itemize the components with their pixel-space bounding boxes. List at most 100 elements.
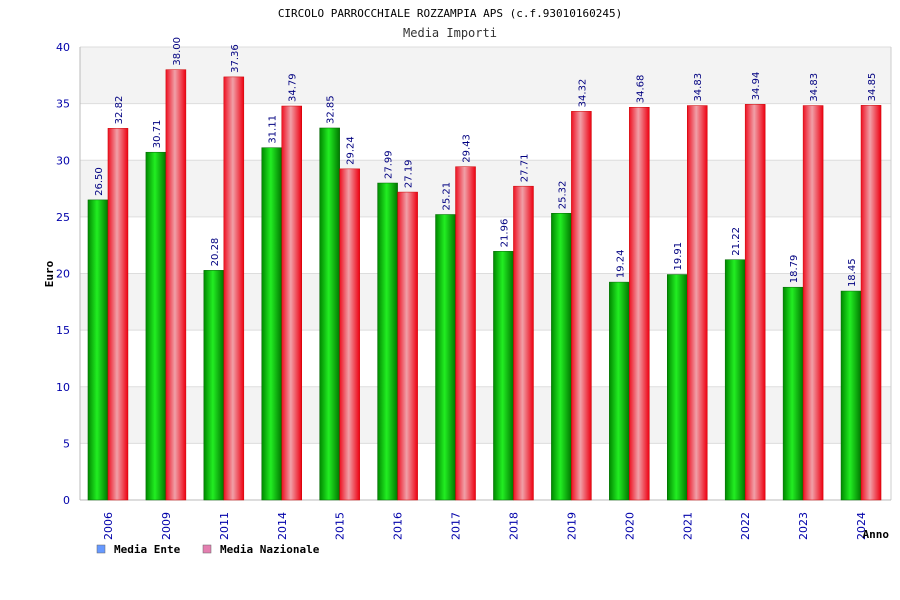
y-tick-label: 15 — [56, 324, 70, 337]
plot-band — [80, 273, 891, 331]
bar-value-label: 21.22 — [731, 227, 742, 256]
bar-value-label: 29.24 — [346, 136, 357, 165]
bar-media-nazionale — [629, 106, 650, 501]
legend-swatch — [202, 544, 212, 554]
y-tick-label: 40 — [56, 41, 70, 54]
plot-band — [80, 330, 891, 387]
y-tick-label: 5 — [63, 437, 70, 450]
legend: Media Ente Media Nazionale — [96, 543, 320, 556]
bar-value-label: 18.79 — [789, 255, 800, 284]
x-tick-label: 2011 — [218, 512, 231, 540]
bar-value-label: 30.71 — [152, 120, 163, 149]
bar-value-label: 29.43 — [462, 134, 473, 163]
bar-media-ente — [667, 274, 688, 501]
bar-value-label: 34.83 — [693, 73, 704, 102]
x-axis-title: Anno — [863, 528, 890, 541]
bar-value-label: 34.32 — [577, 79, 588, 108]
bar-value-label: 38.00 — [172, 37, 183, 66]
chart-title: CIRCOLO PARROCCHIALE ROZZAMPIA APS (c.f.… — [278, 7, 622, 20]
bar-value-label: 27.99 — [384, 150, 395, 179]
x-tick-label: 2024 — [855, 512, 868, 540]
y-tick-label: 20 — [56, 268, 70, 281]
bar-value-label: 32.85 — [326, 95, 337, 124]
x-tick-label: 2017 — [450, 512, 463, 540]
bar-media-nazionale — [397, 191, 418, 501]
bar-media-nazionale — [744, 104, 766, 501]
bar-media-nazionale — [860, 105, 882, 501]
bar-media-ente — [609, 281, 630, 501]
bar-value-label: 37.36 — [230, 44, 241, 73]
plot-band — [80, 47, 891, 104]
bar-media-ente — [319, 127, 340, 501]
y-axis-ticks: 0 5 10 15 20 25 30 35 40 — [56, 41, 70, 507]
bar-media-nazionale — [687, 105, 708, 501]
y-tick-label: 30 — [56, 154, 70, 167]
bar-value-label: 25.21 — [442, 182, 453, 211]
bar-media-nazionale — [165, 69, 187, 501]
x-tick-label: 2009 — [160, 512, 173, 540]
plot-band — [80, 103, 891, 161]
bar-value-label: 34.85 — [867, 73, 878, 102]
x-axis-ticks: 2006 2009 2011 2014 2015 2016 2017 2018 2019 2020… — [102, 512, 868, 540]
y-tick-label: 10 — [56, 381, 70, 394]
bar-media-nazionale — [339, 168, 360, 501]
bar-media-nazionale — [281, 105, 302, 501]
plot-band — [80, 160, 891, 217]
x-tick-label: 2019 — [565, 512, 578, 540]
y-axis-title: Euro — [43, 260, 56, 287]
bar-media-ente — [145, 151, 167, 501]
bar-media-ente — [377, 182, 398, 501]
plot-band — [80, 216, 891, 274]
x-tick-label: 2023 — [797, 512, 810, 540]
legend-label: Media Nazionale — [220, 543, 320, 556]
bar-value-label: 19.91 — [673, 242, 684, 271]
x-tick-label: 2018 — [507, 512, 520, 540]
bar-value-label: 19.24 — [615, 249, 626, 278]
bar-value-label: 27.71 — [519, 154, 530, 183]
bar-value-label: 34.94 — [751, 72, 762, 101]
x-tick-label: 2022 — [739, 512, 752, 540]
y-tick-label: 35 — [56, 98, 70, 111]
bar-media-nazionale — [513, 185, 534, 501]
bar-value-label: 18.45 — [847, 258, 858, 287]
bar-media-ente — [261, 147, 282, 501]
plot-band — [80, 386, 891, 444]
bar-value-label: 34.79 — [288, 73, 299, 102]
legend-swatch — [96, 544, 106, 554]
bar-media-ente — [724, 259, 746, 501]
bar-media-ente — [435, 214, 456, 501]
x-tick-label: 2014 — [276, 512, 289, 540]
bar-value-label: 20.28 — [210, 238, 221, 267]
bar-media-ente — [840, 290, 862, 501]
bar-media-nazionale — [455, 166, 476, 501]
x-tick-label: 2020 — [623, 512, 636, 540]
bar-media-nazionale — [107, 128, 129, 501]
bar-media-nazionale — [802, 105, 824, 501]
bar-value-labels: 26.50 32.82 30.71 38.00 20.28 37.36 31.11 34.79… — [94, 37, 878, 287]
bar-value-label: 26.50 — [94, 167, 105, 196]
x-tick-label: 2015 — [334, 512, 347, 540]
bar-media-ente — [782, 286, 804, 501]
bar-media-ente — [551, 213, 572, 501]
bar-value-label: 27.19 — [404, 159, 415, 188]
bar-value-label: 25.32 — [557, 181, 568, 210]
bar-value-label: 34.68 — [635, 75, 646, 104]
y-tick-label: 25 — [56, 211, 70, 224]
y-tick-label: 0 — [63, 494, 70, 507]
x-tick-label: 2006 — [102, 512, 115, 540]
x-tick-label: 2021 — [681, 512, 694, 540]
plot-band — [80, 443, 891, 500]
bar-value-label: 21.96 — [499, 219, 510, 248]
bar-media-ente — [203, 270, 225, 501]
x-tick-label: 2016 — [392, 512, 405, 540]
bar-media-ente — [493, 251, 514, 501]
chart-subtitle: Media Importi — [403, 26, 497, 40]
bar-value-label: 34.83 — [809, 73, 820, 102]
bar-value-label: 31.11 — [268, 115, 279, 144]
bar-value-label: 32.82 — [114, 96, 125, 125]
bars — [87, 69, 882, 501]
bar-media-nazionale — [571, 111, 592, 501]
bar-media-ente — [87, 199, 109, 501]
bar-media-nazionale — [223, 76, 245, 501]
